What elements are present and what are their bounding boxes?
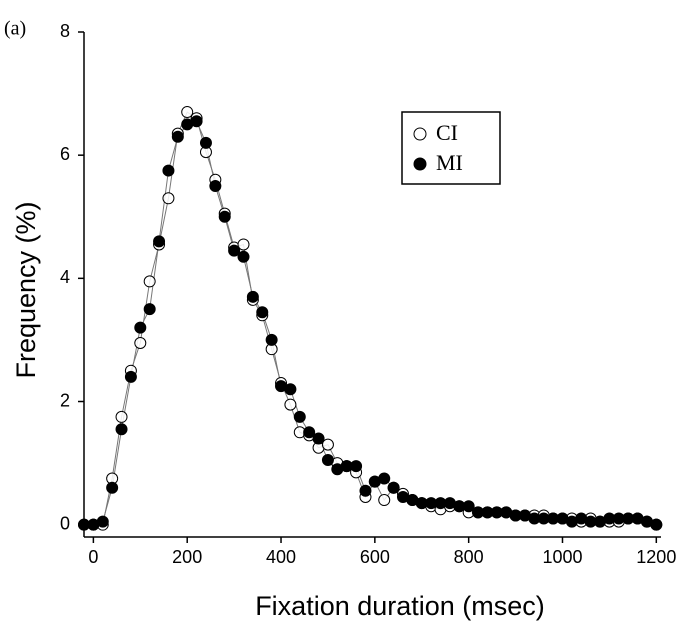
data-point — [237, 250, 250, 263]
data-point — [143, 275, 156, 288]
y-tick-label: 0 — [60, 513, 70, 533]
data-point — [303, 426, 316, 439]
data-point — [134, 321, 147, 334]
data-point — [115, 410, 128, 423]
data-point — [359, 484, 372, 497]
data-point — [153, 235, 166, 248]
y-tick-label: 2 — [60, 390, 70, 410]
data-point — [237, 238, 250, 251]
data-point — [143, 303, 156, 316]
data-point — [378, 494, 391, 507]
data-point — [378, 472, 391, 485]
data-point — [96, 515, 109, 528]
data-point — [199, 136, 212, 149]
data-point — [293, 410, 306, 423]
y-tick-label: 6 — [60, 144, 70, 164]
data-point — [387, 481, 400, 494]
data-point — [124, 370, 137, 383]
x-tick-label: 200 — [172, 547, 202, 567]
data-point — [134, 337, 147, 350]
data-point — [284, 383, 297, 396]
data-point — [162, 192, 175, 205]
series-line — [84, 120, 657, 526]
data-point — [284, 398, 297, 411]
x-tick-label: 1000 — [542, 547, 582, 567]
data-point — [106, 481, 119, 494]
x-axis-label: Fixation duration (msec) — [255, 591, 545, 621]
x-tick-label: 400 — [266, 547, 296, 567]
legend-marker — [413, 127, 427, 141]
legend-label: MI — [436, 150, 463, 175]
data-point — [209, 179, 222, 192]
data-point — [321, 438, 334, 451]
y-tick-label: 8 — [60, 21, 70, 41]
y-tick-label: 4 — [60, 267, 70, 287]
legend-box — [401, 111, 501, 185]
data-point — [321, 454, 334, 467]
x-tick-label: 0 — [88, 547, 98, 567]
x-tick-label: 600 — [360, 547, 390, 567]
data-point — [218, 210, 231, 223]
data-point — [190, 115, 203, 128]
data-point — [115, 423, 128, 436]
legend-label: CI — [436, 120, 458, 145]
data-point — [246, 290, 259, 303]
data-point — [171, 130, 184, 143]
x-tick-label: 1200 — [636, 547, 676, 567]
y-axis-label: Frequency (%) — [11, 201, 41, 378]
data-point — [650, 518, 663, 531]
data-point — [350, 460, 363, 473]
x-tick-label: 800 — [454, 547, 484, 567]
data-point — [228, 244, 241, 257]
data-point — [256, 306, 269, 319]
legend-marker — [413, 157, 427, 171]
data-point — [265, 333, 278, 346]
data-point — [462, 500, 475, 513]
data-point — [181, 106, 194, 119]
data-point — [312, 432, 325, 445]
data-point — [162, 164, 175, 177]
panel-label: (a) — [4, 18, 26, 40]
